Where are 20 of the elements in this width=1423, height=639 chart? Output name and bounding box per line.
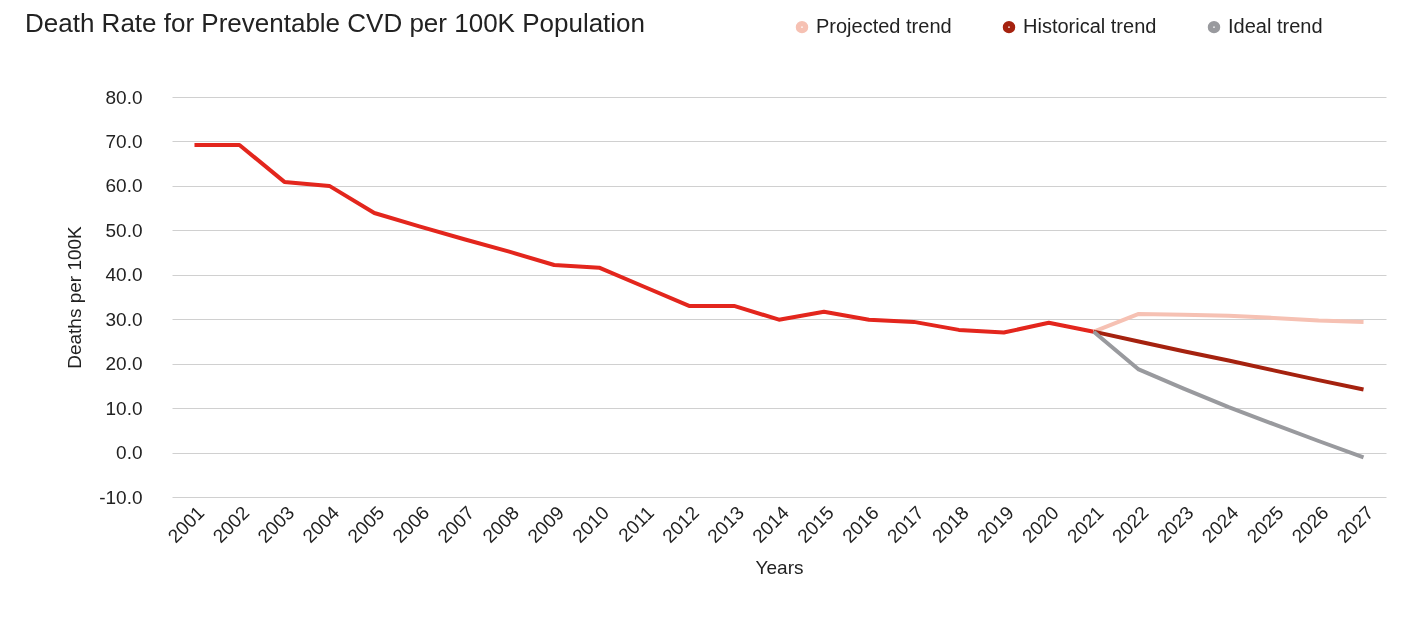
y-tick-label: 10.0 xyxy=(105,397,143,419)
y-tick-label: 40.0 xyxy=(105,264,143,286)
line-series xyxy=(192,143,1096,335)
line-series xyxy=(1091,329,1366,460)
line-series xyxy=(1091,329,1366,392)
y-tick-label: 0.0 xyxy=(116,442,143,464)
legend-label: Historical trend xyxy=(1023,15,1157,38)
y-tick-label: 20.0 xyxy=(105,353,143,375)
legend-label: Ideal trend xyxy=(1228,15,1323,38)
y-axis-title: Deaths per 100K xyxy=(64,225,86,369)
y-tick-label: 50.0 xyxy=(105,219,143,241)
chart-title: Death Rate for Preventable CVD per 100K Population xyxy=(25,8,646,38)
y-tick-label: 60.0 xyxy=(105,175,143,197)
x-axis-title: Years xyxy=(755,556,804,578)
y-tick-label: 70.0 xyxy=(105,130,143,152)
y-tick-label: 30.0 xyxy=(105,308,143,330)
y-tick-label: 80.0 xyxy=(105,86,143,108)
y-tick-label: -10.0 xyxy=(99,486,143,508)
line-series xyxy=(1091,311,1366,334)
legend-label: Projected trend xyxy=(816,15,952,38)
